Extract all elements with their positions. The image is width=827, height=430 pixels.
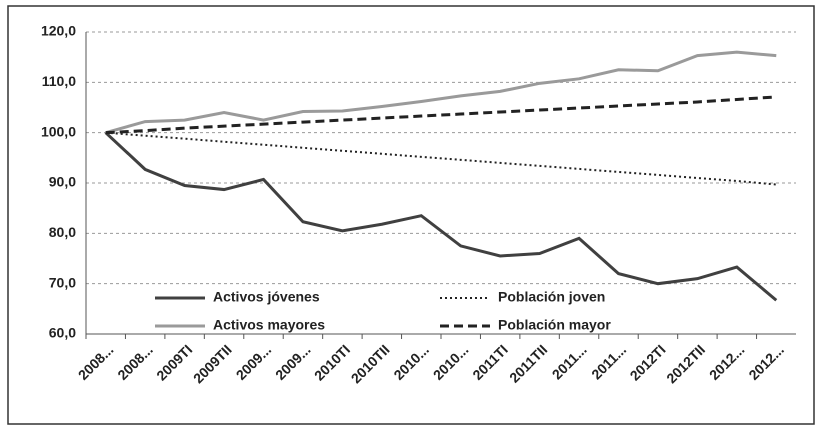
legend-label: Población mayor — [498, 317, 611, 333]
y-tick-label: 120,0 — [41, 23, 76, 39]
legend-label: Población joven — [498, 289, 605, 305]
x-tick-label: 2010... — [390, 341, 432, 383]
x-tick-label: 2008... — [75, 341, 117, 383]
x-tick-label: 2011... — [588, 341, 629, 382]
series-line — [104, 131, 778, 302]
x-tick-label: 2010... — [430, 341, 472, 383]
y-tick-label: 90,0 — [49, 174, 76, 190]
x-tick-label: 2009TI — [153, 341, 195, 383]
x-tick-label: 2009... — [233, 341, 275, 383]
x-tick-label: 2010TI — [311, 341, 353, 383]
legend-label: Activos mayores — [213, 317, 325, 333]
y-tick-label: 80,0 — [49, 224, 76, 240]
x-tick-label: 2012... — [706, 341, 748, 383]
x-tick-label: 2009... — [272, 341, 314, 383]
legend-label: Activos jóvenes — [213, 289, 320, 305]
series-line — [105, 131, 777, 186]
x-tick-label: 2010TII — [348, 341, 393, 386]
x-tick-label: 2008... — [114, 341, 156, 383]
x-tick-label: 2012TII — [663, 341, 708, 386]
x-tick-label: 2011TII — [506, 341, 550, 385]
x-tick-label: 2012TI — [627, 341, 669, 383]
y-tick-label: 110,0 — [42, 73, 76, 89]
x-tick-label: 2009TII — [190, 341, 235, 386]
x-tick-label: 2012... — [745, 341, 787, 383]
y-tick-label: 70,0 — [49, 274, 76, 290]
y-tick-label: 100,0 — [41, 123, 76, 139]
series-line — [105, 50, 777, 135]
y-tick-label: 60,0 — [49, 325, 76, 341]
x-tick-label: 2011TI — [469, 341, 511, 383]
x-tick-label: 2011... — [549, 341, 590, 382]
chart-frame — [7, 5, 815, 425]
